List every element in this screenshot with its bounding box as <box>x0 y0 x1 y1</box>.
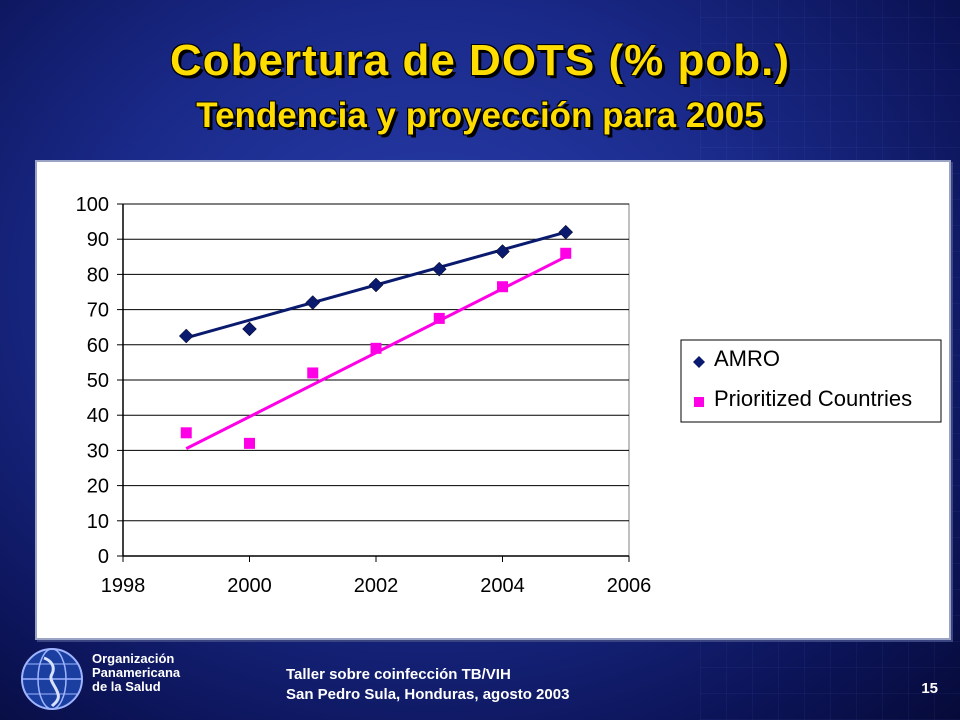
prioritized-countries-point <box>180 427 192 439</box>
paho-globe-logo-icon <box>21 648 83 710</box>
x-tick-label: 2006 <box>607 575 652 597</box>
amro-point <box>495 244 510 259</box>
dots-coverage-chart: 0 10 20 30 40 50 60 70 80 90 100 1998 2000 2002 2004 20… <box>76 194 942 597</box>
amro-point <box>305 295 321 310</box>
organization-name: Organización Panamericana de la Salud <box>92 652 232 694</box>
y-tick-label: 70 <box>87 300 109 322</box>
legend-label: AMRO <box>714 346 780 371</box>
amro-point <box>368 277 384 293</box>
y-tick-label: 20 <box>87 476 109 498</box>
prioritized-countries-point <box>433 312 445 324</box>
org-line-2: Panamericana <box>92 665 181 680</box>
prioritized-countries-point <box>497 281 508 293</box>
event-line-1: Taller sobre coinfección TB/VIH <box>286 666 511 683</box>
prioritized-countries-point <box>307 367 319 379</box>
y-tick-label: 40 <box>87 405 109 427</box>
amro-point <box>431 261 447 277</box>
prioritized-countries-point <box>244 437 255 449</box>
org-line-3: de la Salud <box>92 679 161 694</box>
legend-marker-diamond-icon <box>693 356 705 368</box>
y-tick-label: 0 <box>98 546 109 568</box>
legend-marker-square-icon <box>694 397 704 407</box>
legend-label: Prioritized Countries <box>714 386 912 411</box>
slide-subtitle: Tendencia y proyección para 2005 <box>196 96 764 135</box>
page-number: 15 <box>921 680 938 697</box>
chart-legend <box>680 339 942 423</box>
org-line-1: Organización <box>92 651 175 666</box>
y-tick-label: 50 <box>87 370 109 392</box>
prioritized-countries-point <box>560 247 572 259</box>
y-tick-label: 10 <box>87 511 109 533</box>
x-tick-label: 2000 <box>227 575 272 597</box>
x-tick-label: 2004 <box>480 575 525 597</box>
y-tick-label: 80 <box>87 264 109 286</box>
slide-title: Cobertura de DOTS (% pob.) <box>170 36 790 85</box>
y-tick-label: 60 <box>87 335 109 357</box>
chart-frame: 0 10 20 30 40 50 60 70 80 90 100 1998 2000 2002 2004 20… <box>35 160 951 640</box>
y-tick-label: 90 <box>87 229 109 251</box>
y-tick-label: 30 <box>87 440 109 462</box>
y-tick-label: 100 <box>76 194 109 216</box>
x-tick-label: 1998 <box>101 575 146 597</box>
amro-point <box>558 224 574 240</box>
x-tick-label: 2002 <box>354 575 399 597</box>
prioritized-countries-point <box>370 342 382 354</box>
event-line-2: San Pedro Sula, Honduras, agosto 2003 <box>286 686 570 703</box>
event-info: Taller sobre coinfección TB/VIH San Pedr… <box>286 665 569 705</box>
amro-point <box>178 328 194 344</box>
amro-point <box>242 321 257 337</box>
